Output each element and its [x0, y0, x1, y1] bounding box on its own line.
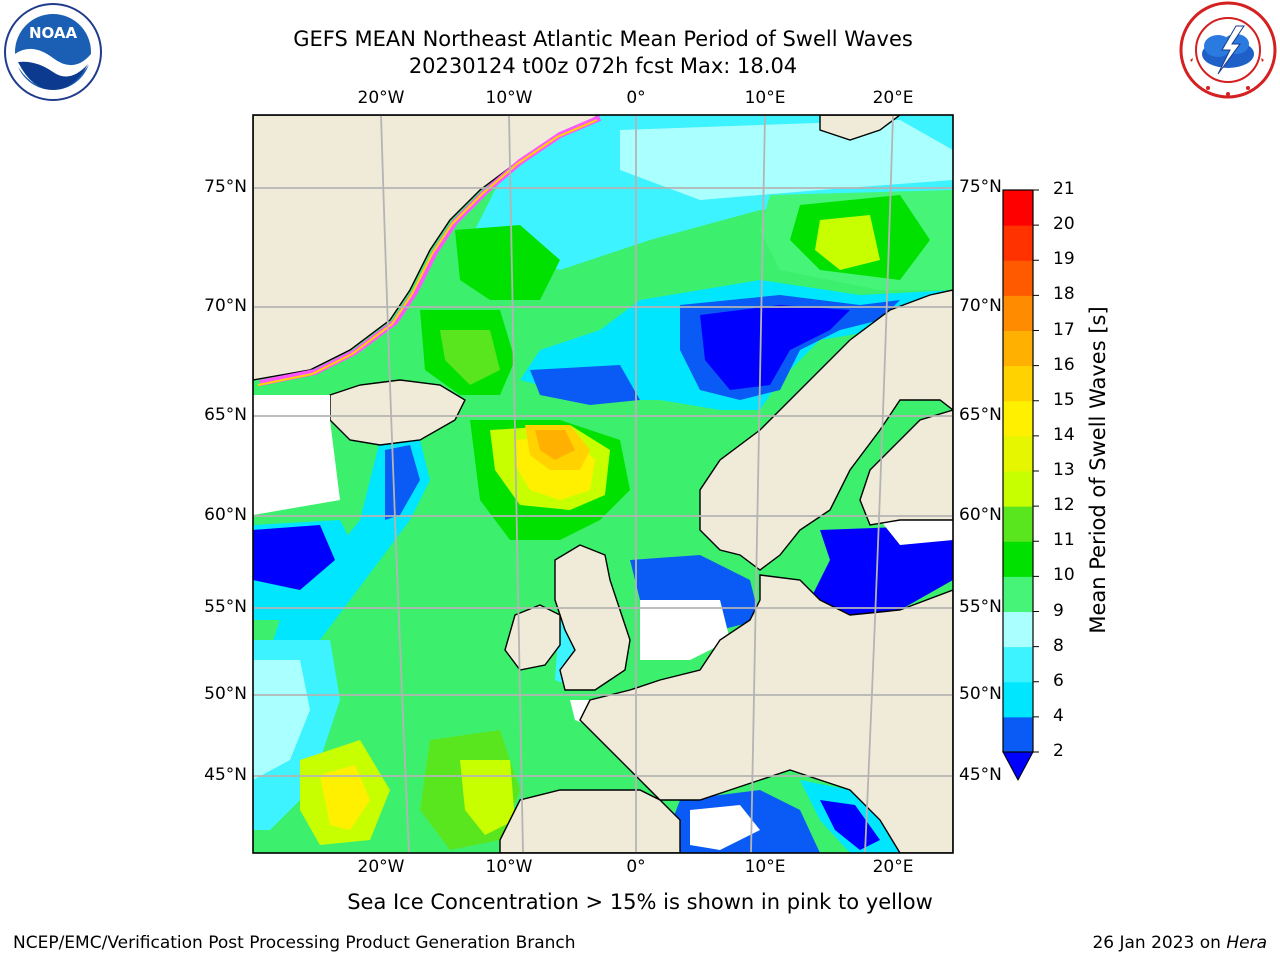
tick-label: 14: [1053, 424, 1075, 445]
colorbar-segment: [1003, 646, 1033, 683]
colorbar-segment: [1003, 506, 1033, 542]
tick-label: 10°E: [744, 88, 786, 108]
colorbar: [1002, 189, 1039, 782]
tick-label: 21: [1053, 179, 1075, 199]
svalbard: [819, 115, 902, 141]
meridian-line: [508, 115, 524, 853]
tick-label: 10°W: [485, 88, 533, 108]
tick-label: 4: [1053, 705, 1064, 726]
tick-label: 65°N: [959, 405, 1002, 425]
tick-label: 50°N: [959, 684, 1002, 704]
colorbar-segment: [1003, 681, 1033, 718]
tick-label: 75°N: [959, 177, 1002, 197]
credit-text: NCEP/EMC/Verification Post Processing Pr…: [13, 933, 576, 953]
land: [253, 115, 953, 853]
tick-label: 50°N: [204, 684, 247, 704]
nws-logo: [1179, 1, 1277, 99]
colorbar-segment: [1003, 576, 1033, 612]
tick-label: 10°E: [744, 857, 786, 877]
tick-label: 75°N: [204, 177, 247, 197]
meridian-line: [750, 115, 766, 853]
colorbar-segment: [1003, 365, 1033, 402]
tick-label: 45°N: [959, 765, 1002, 785]
tick-label: 13: [1053, 460, 1075, 480]
tick-label: 45°N: [204, 765, 247, 785]
tick-label: 10: [1053, 565, 1075, 586]
colorbar-label: Mean Period of Swell Waves [s]: [1086, 306, 1110, 634]
date-text: 26 Jan 2023 on Hera: [1092, 933, 1267, 953]
chart-subtitle: 20230124 t00z 072h fcst Max: 18.04: [408, 54, 798, 78]
tick-label: 9: [1053, 600, 1064, 621]
colorbar-segment: [1003, 295, 1033, 331]
tick-label: 19: [1053, 249, 1075, 270]
tick-label: 20°E: [872, 88, 914, 108]
chart-title: GEFS MEAN Northeast Atlantic Mean Period…: [293, 27, 913, 51]
great-britain: [554, 544, 631, 691]
colorbar-segment: [1003, 260, 1033, 296]
meridian-line: [864, 115, 894, 853]
colorbar-segment: [1003, 435, 1033, 472]
meridian-line: [380, 115, 410, 853]
tick-label: 12: [1053, 495, 1075, 516]
date-value: 26 Jan 2023 on: [1092, 933, 1221, 953]
tick-label: 11: [1053, 530, 1075, 551]
tick-label: 20°E: [872, 857, 914, 877]
iberia: [499, 789, 681, 853]
noaa-logo: NOAA: [4, 3, 102, 101]
continental-europe: [579, 574, 953, 853]
tick-label: 15: [1053, 389, 1075, 410]
sea-ice-caption: Sea Ice Concentration > 15% is shown in …: [347, 890, 933, 914]
colorbar-segment: [1003, 716, 1033, 753]
tick-label: 60°N: [204, 505, 247, 525]
colorbar-segment: [1003, 400, 1033, 437]
tick-label: 8: [1053, 635, 1064, 656]
tick-label: 55°N: [204, 597, 247, 617]
tick-label: 70°N: [204, 296, 247, 316]
tick-label: 16: [1053, 354, 1075, 375]
graticule: [253, 115, 953, 853]
colorbar-segment: [1003, 225, 1033, 261]
tick-label: 0°: [626, 857, 646, 877]
iceland: [329, 379, 466, 446]
tick-label: 17: [1053, 319, 1075, 340]
colorbar-extend-arrow: [1002, 751, 1034, 782]
tick-label: 65°N: [204, 405, 247, 425]
tick-label: 2: [1053, 741, 1064, 761]
tick-label: 70°N: [959, 296, 1002, 316]
tick-label: 55°N: [959, 597, 1002, 617]
noaa-logo-text: NOAA: [29, 24, 78, 42]
map-frame: [252, 114, 954, 854]
tick-label: 0°: [626, 88, 646, 108]
tick-label: 10°W: [485, 857, 533, 877]
tick-label: 18: [1053, 284, 1075, 305]
colorbar-segment: [1003, 190, 1033, 226]
sea-ice-edge-inner: [257, 119, 598, 386]
colorbar-segment: [1003, 330, 1033, 367]
tick-label: 6: [1053, 670, 1064, 691]
tick-label: 20°W: [357, 857, 405, 877]
host-name: Hera: [1226, 933, 1267, 953]
scandinavia: [699, 289, 953, 571]
map-plot: [253, 115, 953, 853]
colorbar-segment: [1003, 541, 1033, 577]
colorbar-segment: [1003, 611, 1033, 648]
tick-label: 20°W: [357, 88, 405, 108]
colorbar-segment: [1003, 471, 1033, 507]
tick-label: 60°N: [959, 505, 1002, 525]
tick-label: 20: [1053, 214, 1075, 235]
